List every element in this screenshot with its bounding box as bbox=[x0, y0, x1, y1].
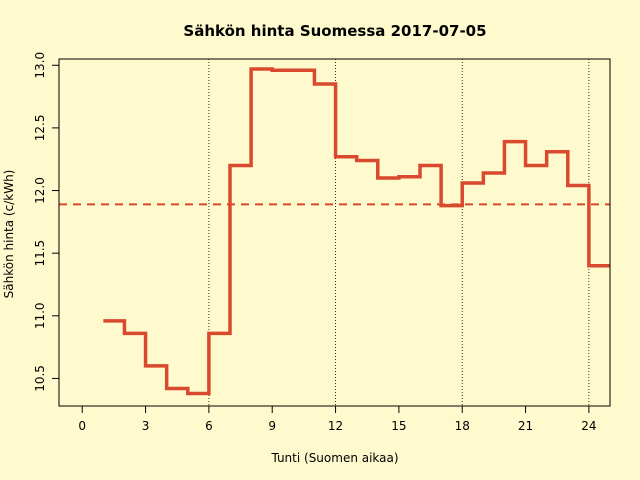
x-tick-label-24: 24 bbox=[581, 419, 596, 433]
plot-frame bbox=[58, 58, 611, 407]
y-tick-label-3: 12.0 bbox=[33, 177, 47, 204]
x-tick-label-0: 0 bbox=[78, 419, 86, 433]
y-tick-label-5: 13.0 bbox=[33, 52, 47, 79]
grid-layer bbox=[208, 59, 590, 406]
axis-layer: 0 3 6 9 12 15 18 21 24 10.5 11.0 11.5 12.0 12.5 13.0 bbox=[33, 52, 597, 433]
x-tick-label-6: 6 bbox=[205, 419, 213, 433]
y-tick-label-1: 11.0 bbox=[33, 302, 47, 329]
y-tick-label-2: 11.5 bbox=[33, 240, 47, 267]
x-tick-label-18: 18 bbox=[455, 419, 470, 433]
chart-title: Sähkön hinta Suomessa 2017-07-05 bbox=[183, 22, 486, 40]
y-tick-label-4: 12.5 bbox=[33, 115, 47, 142]
x-tick-label-12: 12 bbox=[328, 419, 343, 433]
y-tick-label-0: 10.5 bbox=[33, 365, 47, 392]
x-axis-label: Tunti (Suomen aikaa) bbox=[270, 451, 398, 465]
series-line-0 bbox=[103, 67, 610, 396]
x-tick-label-9: 9 bbox=[268, 419, 276, 433]
x-tick-label-15: 15 bbox=[391, 419, 406, 433]
x-tick-label-3: 3 bbox=[142, 419, 150, 433]
series-layer: 1: 10.962: 10.863: 10.64: 10.425: 10.386… bbox=[103, 67, 610, 396]
x-tick-label-21: 21 bbox=[518, 419, 533, 433]
y-axis-label: Sähkön hinta (c/kWh) bbox=[2, 170, 16, 299]
